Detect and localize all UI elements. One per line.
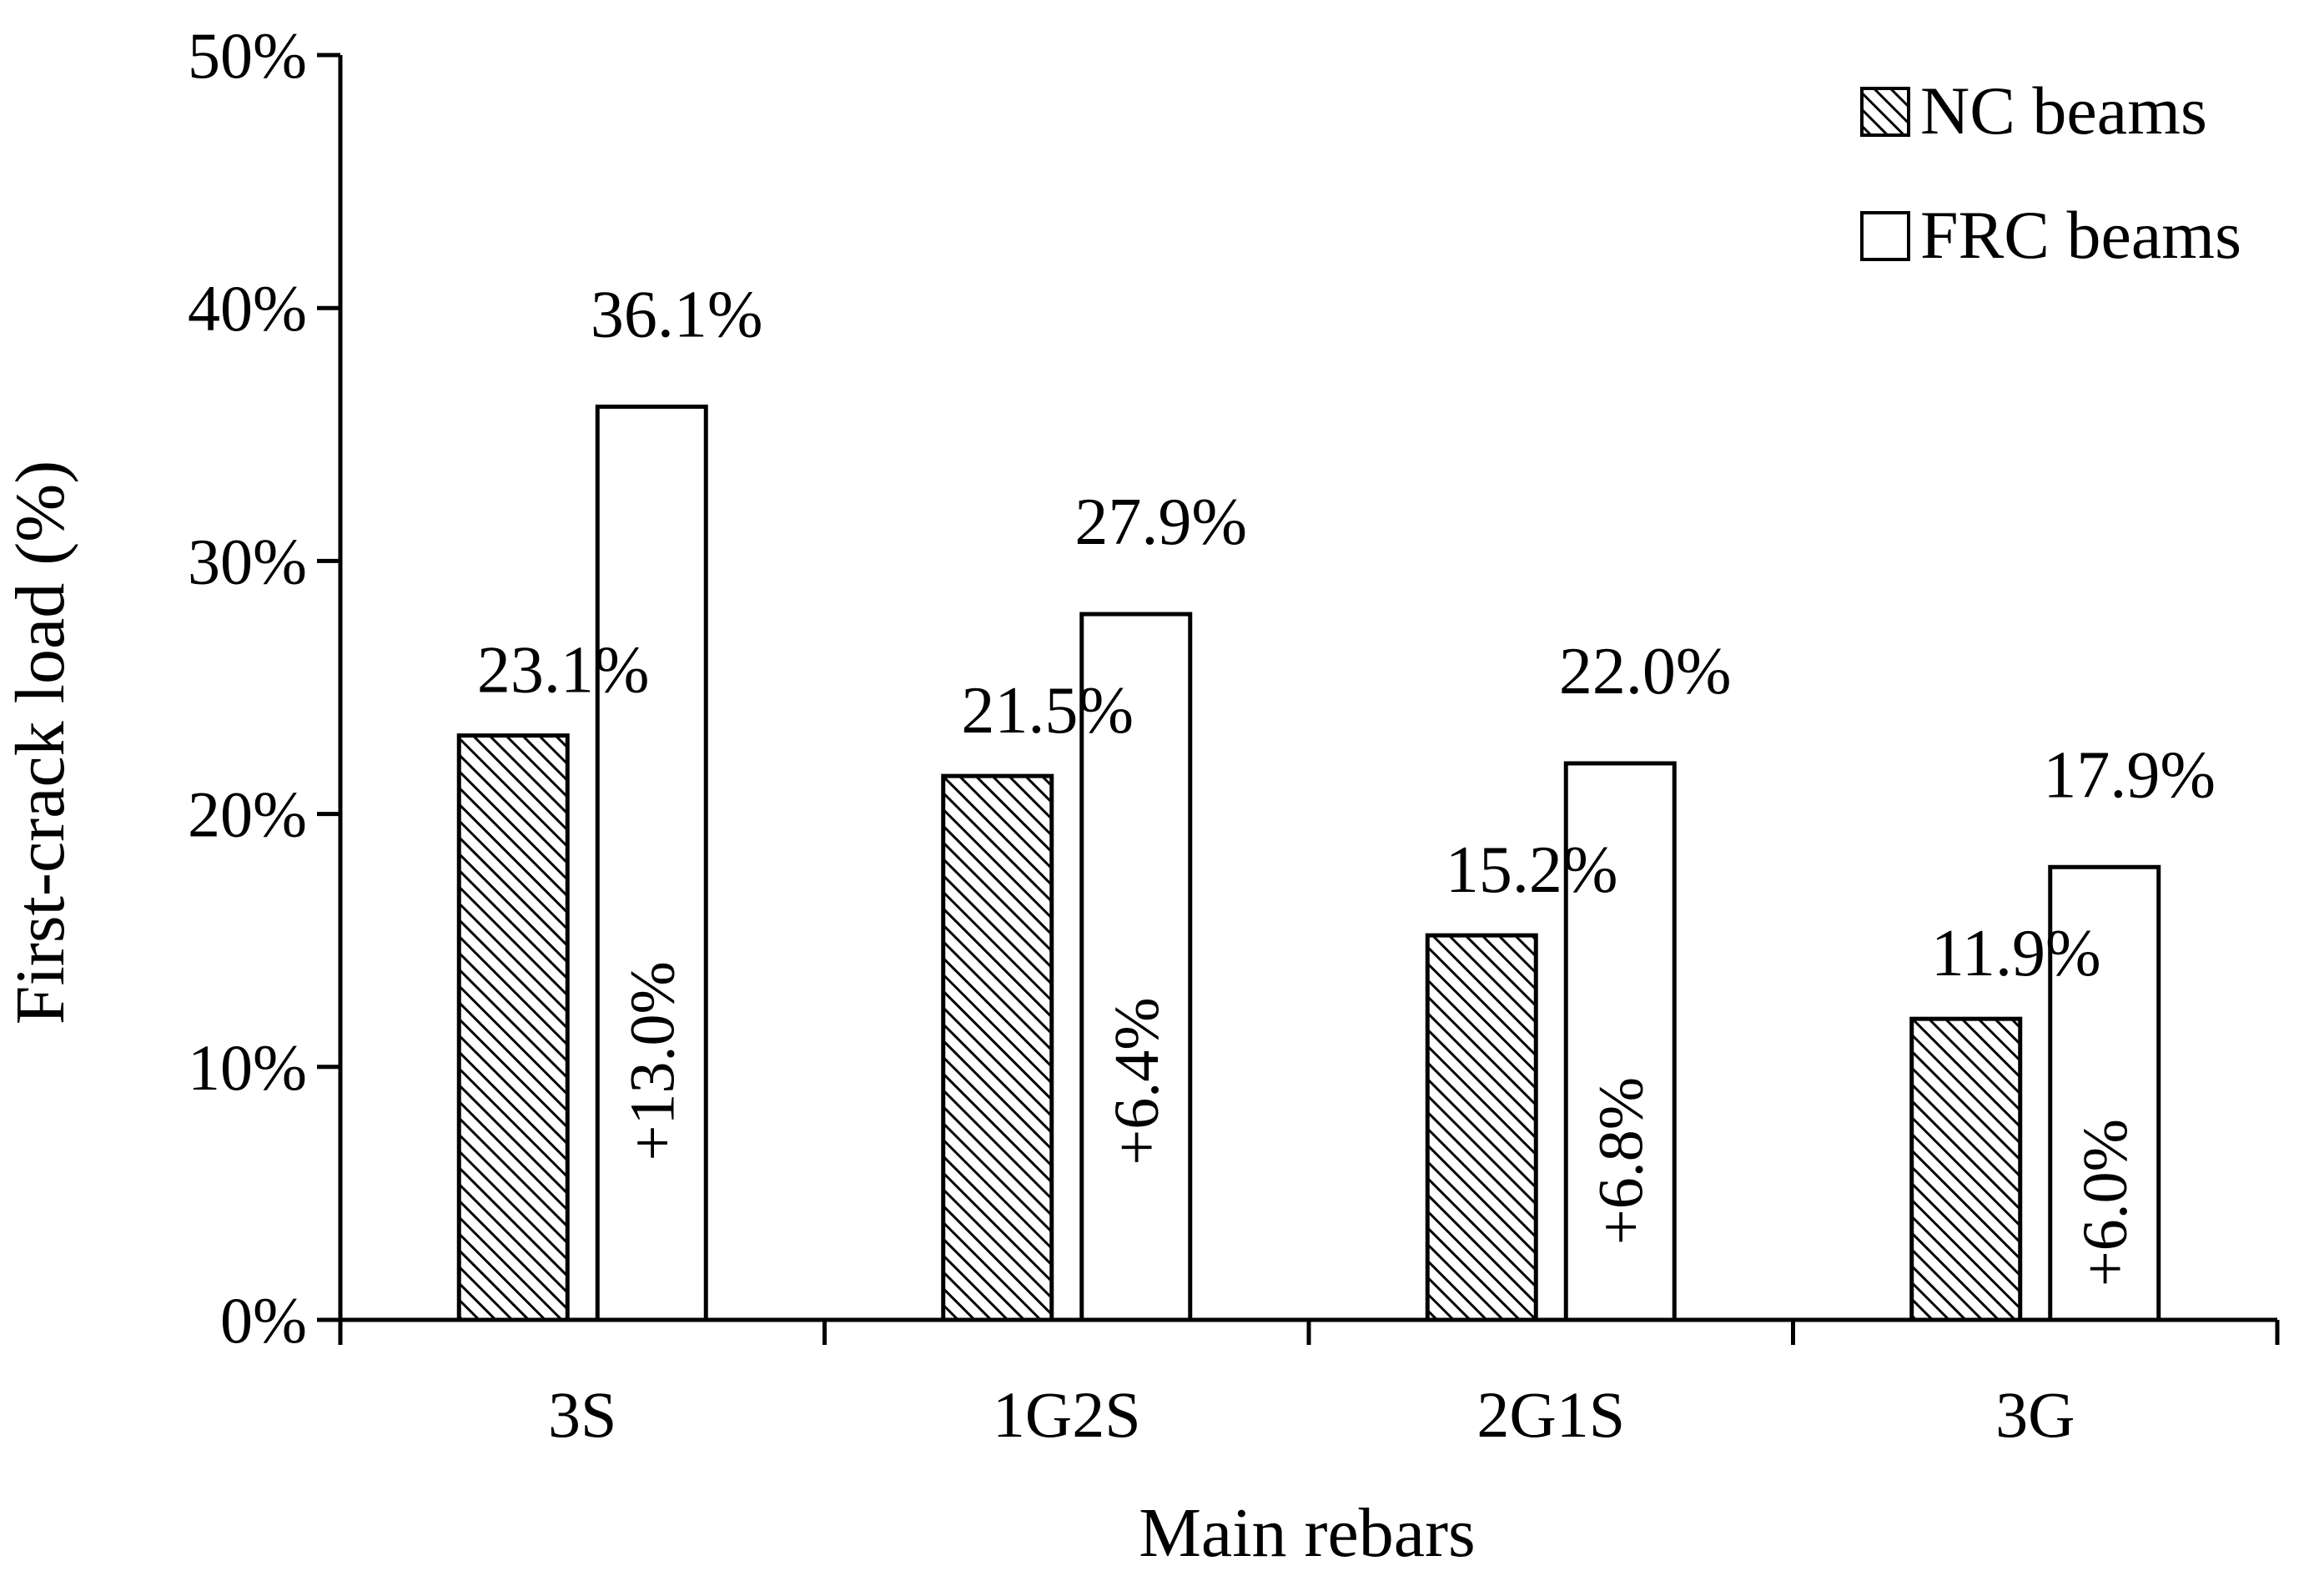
bar-frc: [2048, 864, 2161, 1322]
increase-label: +6.4%: [1102, 997, 1172, 1165]
y-tick-label: 10%: [188, 1031, 307, 1104]
bar-frc: [595, 404, 708, 1322]
bar-nc: [941, 773, 1054, 1322]
increase-label: +13.0%: [617, 961, 687, 1161]
data-label-frc: 22.0%: [1559, 635, 1732, 708]
legend-swatch-frc: [1860, 211, 1910, 261]
bar-frc: [1079, 612, 1193, 1322]
bars-layer: [456, 404, 2161, 1322]
bar-nc: [1425, 933, 1538, 1322]
data-label-frc: 17.9%: [2043, 738, 2216, 812]
x-tick-label: 1G2S: [993, 1378, 1141, 1451]
legend-swatch-nc: [1860, 87, 1910, 137]
y-tick-label: 0%: [220, 1284, 307, 1357]
data-label-frc: 36.1%: [591, 278, 763, 351]
data-label-frc: 27.9%: [1074, 486, 1247, 559]
data-label-nc: 23.1%: [477, 634, 650, 707]
x-tick-label: 3G: [1995, 1378, 2075, 1451]
data-label-nc: 11.9%: [1931, 917, 2101, 990]
y-tick-label: 20%: [188, 778, 307, 851]
increase-label: +6.8%: [1586, 1077, 1656, 1245]
bar-frc: [1563, 761, 1677, 1322]
labels-layer: 23.1% 36.1% +13.0% 21.5% 27.9% +6.4% 15.2% 22.0…: [477, 278, 2216, 1286]
legend-label-frc: FRC beams: [1920, 197, 2241, 273]
y-tick-label: 40%: [188, 272, 307, 345]
axes-layer: 0% 10% 20% 30% 40% 50% 3S 1G2S 2G1S 3G: [188, 19, 2280, 1451]
bar-nc: [456, 733, 570, 1322]
x-tick-label: 2G1S: [1476, 1378, 1625, 1451]
legend: NC beams FRC beams: [1860, 73, 2241, 273]
y-axis-title: First-crack load (%): [2, 461, 79, 1025]
y-tick-label: 30%: [188, 525, 307, 597]
y-tick-label: 50%: [188, 19, 307, 92]
increase-label: +6.0%: [2070, 1119, 2140, 1286]
bar-nc: [1909, 1016, 2023, 1322]
data-label-nc: 15.2%: [1446, 833, 1618, 907]
data-label-nc: 21.5%: [961, 674, 1134, 748]
x-axis-title: Main rebars: [1139, 1494, 1476, 1572]
x-tick-label: 3S: [548, 1378, 616, 1451]
legend-label-nc: NC beams: [1920, 73, 2207, 149]
